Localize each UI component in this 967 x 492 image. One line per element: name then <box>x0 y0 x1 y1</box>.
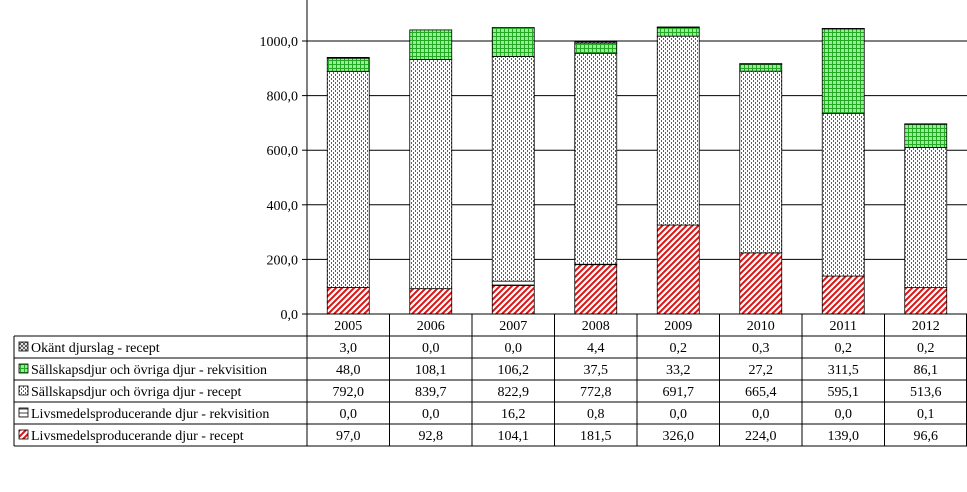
data-table: 2005 2006 2007 2008 2009 2010 2011 2012 Okänt dj… <box>13 313 967 447</box>
bar-segment <box>491 280 535 286</box>
table-cell-value: 772,8 <box>580 385 612 400</box>
table-cell-value: 0,2 <box>835 341 853 356</box>
table-cell-value: 224,0 <box>745 429 777 444</box>
y-tick-label: 200,0 <box>267 253 299 268</box>
table-cell-value: 104,1 <box>498 429 530 444</box>
table-cell-value: 792,0 <box>333 385 365 400</box>
table-cell-value: 0,0 <box>752 407 770 422</box>
bar-segment <box>821 275 865 315</box>
table-cell-value: 326,0 <box>663 429 695 444</box>
bar-segment <box>574 264 618 315</box>
bar-segment <box>904 146 948 289</box>
table-cell-value: 513,6 <box>910 385 942 400</box>
table-cell-value: 37,5 <box>584 363 609 378</box>
table-cell-value: 0,1 <box>917 407 935 422</box>
x-tick-label: 2008 <box>582 319 610 334</box>
x-tick-label: 2010 <box>747 319 775 334</box>
table-cell-value: 0,0 <box>422 407 440 422</box>
bar-segment <box>656 35 700 226</box>
y-tick-label: 0,0 <box>281 308 299 323</box>
table-cell-value: 48,0 <box>336 363 361 378</box>
x-tick-label: 2005 <box>334 319 362 334</box>
legend-label: Sällskapsdjur och övriga djur - recept <box>31 385 241 400</box>
table-cell-value: 0,2 <box>670 341 688 356</box>
bar-segment <box>821 113 865 277</box>
table-cell-value: 106,2 <box>498 363 530 378</box>
bar-segment <box>656 26 700 28</box>
table-cell-value: 27,2 <box>749 363 774 378</box>
table-cell-value: 311,5 <box>828 363 859 378</box>
table-cell-value: 595,1 <box>828 385 860 400</box>
bar-segment <box>326 70 370 288</box>
bar-segment <box>491 56 535 282</box>
bar-segment <box>326 56 370 59</box>
legend-swatch <box>18 341 29 352</box>
table-cell-value: 92,8 <box>419 429 444 444</box>
y-tick-label: 400,0 <box>267 199 299 214</box>
table-cell-value: 33,2 <box>666 363 691 378</box>
legend-swatch <box>18 385 29 396</box>
bar-segment <box>491 27 535 57</box>
bar-segment <box>326 57 370 72</box>
table-cell-value: 0,0 <box>835 407 853 422</box>
bar-segment <box>904 123 948 125</box>
gridlines <box>307 40 967 260</box>
legend-swatch <box>18 363 29 374</box>
legend-swatch <box>18 407 29 418</box>
legend-label: Sällskapsdjur och övriga djur - rekvisit… <box>31 363 267 378</box>
x-tick-label: 2007 <box>499 319 527 334</box>
table-cell-value: 0,3 <box>752 341 770 356</box>
bar-segment <box>491 285 535 315</box>
table-cell-value: 839,7 <box>415 385 447 400</box>
table-cell-value: 3,0 <box>340 341 358 356</box>
bar-segment <box>739 70 783 254</box>
table-cell-value: 108,1 <box>415 363 447 378</box>
bar-segment <box>821 28 865 30</box>
table-cell-value: 96,6 <box>914 429 939 444</box>
x-tick-label: 2009 <box>664 319 692 334</box>
legend-label: Livsmedelsproducerande djur - rekvisitio… <box>31 407 269 422</box>
table-cell-value: 97,0 <box>336 429 361 444</box>
x-tick-label: 2012 <box>912 319 940 334</box>
bar-segment <box>409 29 453 60</box>
table-cell-value: 665,4 <box>745 385 777 400</box>
legend-label: Livsmedelsproducerande djur - recept <box>31 429 244 444</box>
bar-segment <box>904 287 948 315</box>
table-cell-value: 4,4 <box>587 341 605 356</box>
bar-segment <box>821 28 865 114</box>
bar-segment <box>656 224 700 315</box>
legend-swatch <box>18 429 29 440</box>
bar-segment <box>574 41 618 44</box>
bar-segment <box>656 26 700 37</box>
y-tick-label: 600,0 <box>267 144 299 159</box>
bar-segment <box>326 287 370 315</box>
bar-segment <box>904 123 948 148</box>
bar-segment <box>739 252 783 315</box>
table-cell-value: 822,9 <box>498 385 530 400</box>
y-tick-label: 1000,0 <box>260 35 299 50</box>
x-tick-label: 2006 <box>417 319 445 334</box>
x-tick-label: 2011 <box>830 319 857 334</box>
bar-segment <box>574 52 618 265</box>
table-cell-value: 691,7 <box>663 385 695 400</box>
y-axis: 0,0 200,0 400,0 600,0 800,0 1000,0 <box>260 0 308 323</box>
table-cell-value: 0,8 <box>587 407 605 422</box>
bar-segment <box>409 288 453 315</box>
table-cell-value: 0,2 <box>917 341 935 356</box>
table-cell-value: 16,2 <box>501 407 526 422</box>
bar-segment <box>574 42 618 54</box>
y-tick-label: 800,0 <box>267 90 299 105</box>
legend-label: Okänt djurslag - recept <box>31 341 160 356</box>
bar-segment <box>739 63 783 72</box>
bars <box>326 26 948 315</box>
table-cell-value: 139,0 <box>828 429 860 444</box>
bar-segment <box>409 59 453 290</box>
table-cell-value: 0,0 <box>670 407 688 422</box>
table-cell-value: 181,5 <box>580 429 612 444</box>
table-cell-value: 86,1 <box>914 363 939 378</box>
table-cell-value: 0,0 <box>340 407 358 422</box>
table-cell-value: 0,0 <box>505 341 523 356</box>
table-cell-value: 0,0 <box>422 341 440 356</box>
